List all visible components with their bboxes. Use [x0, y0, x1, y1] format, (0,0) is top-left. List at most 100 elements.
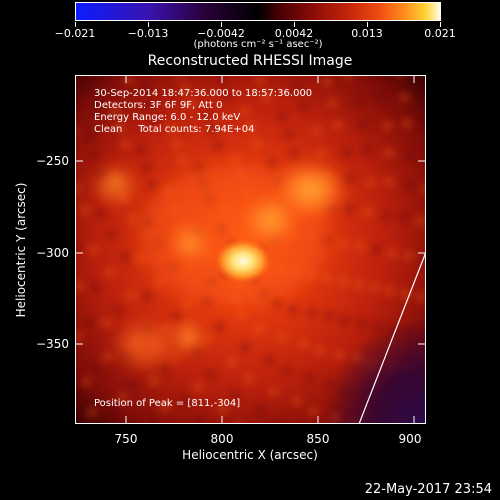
ripple-spot	[148, 376, 159, 387]
ripple-spot	[195, 416, 206, 424]
ripple-spot	[180, 83, 191, 94]
ripple-spot	[150, 115, 161, 125]
colorbar-tick-label: −0.021	[54, 27, 96, 40]
ripple-spot	[230, 389, 241, 400]
info-clean-counts: Clean Total counts: 7.94E+04	[94, 124, 255, 135]
ripple-spot	[227, 357, 237, 368]
ripple-spot	[298, 101, 309, 112]
ripple-spot	[239, 106, 250, 116]
ripple-spot	[245, 122, 256, 133]
ripple-spot	[322, 76, 332, 87]
colorbar-tick-label: 0.021	[424, 27, 456, 40]
ripple-spot	[214, 321, 225, 332]
ripple-spot	[222, 90, 233, 101]
colorbar-tick-label: 0.0042	[274, 27, 314, 40]
ripple-spot	[159, 364, 170, 375]
ripple-spot	[145, 99, 156, 110]
ripple-spot	[181, 394, 192, 405]
ripple-spot	[109, 105, 120, 116]
colorbar-tick-label: −0.013	[127, 27, 169, 40]
ripple-spot	[230, 154, 241, 165]
ripple-spot	[127, 213, 138, 224]
ripple-spot	[95, 208, 106, 218]
colorbar-tick	[294, 22, 295, 27]
ripple-spot	[114, 121, 125, 132]
ripple-spot	[354, 95, 365, 106]
ripple-spot	[81, 376, 92, 387]
x-axis-title: Heliocentric X (arcsec)	[182, 448, 318, 462]
y-axis-title: Heliocentric Y (arcsec)	[14, 182, 28, 318]
ripple-spot	[398, 212, 409, 223]
ripple-spot	[358, 119, 369, 130]
ripple-spot	[176, 155, 187, 165]
ripple-spot	[365, 177, 376, 188]
ripple-spot	[277, 111, 287, 122]
ripple-spot	[80, 204, 91, 215]
ripple-spot	[381, 211, 392, 222]
ripple-spot	[243, 373, 254, 384]
ripple-spot	[141, 162, 152, 173]
ripple-spot	[88, 244, 99, 255]
ripple-spot	[159, 402, 170, 413]
solar-limb-line	[358, 251, 426, 424]
ripple-spot	[382, 120, 393, 131]
ripple-spot	[289, 149, 300, 160]
x-tick-label: 750	[114, 432, 138, 446]
info-energy-range: Energy Range: 6.0 - 12.0 keV	[94, 112, 241, 123]
ripple-spot	[255, 75, 266, 85]
ripple-spot	[172, 139, 183, 150]
ripple-spot	[120, 251, 131, 262]
colorbar-tick-label: −0.0042	[197, 27, 245, 40]
colorbar-tick-label: 0.013	[351, 27, 383, 40]
ripple-spot	[128, 380, 139, 391]
ripple-spot	[120, 139, 131, 149]
colorbar-tick	[440, 22, 441, 27]
ripple-spot	[283, 129, 293, 140]
ripple-spot	[148, 414, 159, 424]
ripple-spot	[182, 298, 193, 309]
ripple-spot	[113, 304, 124, 315]
info-detectors: Detectors: 3F 6F 9F, Att 0	[94, 100, 223, 111]
ripple-spot	[102, 351, 113, 362]
ripple-spot	[402, 118, 412, 129]
ripple-spot	[75, 242, 83, 253]
ripple-spot	[205, 369, 216, 380]
image-title: Reconstructed RHESSI Image	[147, 53, 353, 69]
colorbar	[75, 2, 441, 21]
ripple-spot	[147, 180, 158, 191]
colorbar-units: (photons cm⁻² s⁻¹ asec⁻²)	[193, 39, 323, 50]
ripple-spot	[316, 147, 327, 158]
ripple-spot	[361, 145, 372, 156]
x-tick-label: 800	[210, 432, 234, 446]
ripple-spot	[213, 140, 223, 151]
y-tick-label: −350	[36, 337, 69, 351]
colorbar-tick	[221, 22, 222, 27]
ripple-spot	[292, 82, 303, 93]
ripple-spot	[217, 404, 228, 415]
y-tick-label: −300	[36, 246, 69, 260]
ripple-spot	[185, 98, 196, 109]
ripple-spot	[136, 254, 146, 265]
ripple-spot	[91, 364, 102, 375]
ripple-spot	[140, 83, 151, 94]
ripple-spot	[261, 91, 272, 102]
ripple-spot	[117, 392, 128, 403]
ripple-spot	[125, 290, 136, 301]
ripple-spot	[251, 138, 262, 149]
ripple-spot	[193, 382, 203, 393]
ripple-spot	[202, 110, 213, 121]
peak-source	[215, 239, 271, 283]
rhessi-image-svg	[75, 75, 426, 424]
ripple-spot	[343, 75, 354, 80]
ripple-spot	[136, 145, 147, 156]
ripple-spot	[341, 147, 352, 158]
ripple-spot	[88, 81, 99, 92]
ripple-spot	[207, 125, 218, 136]
ripple-spot	[240, 342, 251, 352]
x-tick-label: 850	[306, 432, 330, 446]
ripple-spot	[403, 180, 414, 191]
ripple-spot	[202, 334, 213, 345]
ripple-spot	[75, 331, 83, 342]
info-peak-position: Position of Peak = [811,-304]	[94, 398, 241, 409]
